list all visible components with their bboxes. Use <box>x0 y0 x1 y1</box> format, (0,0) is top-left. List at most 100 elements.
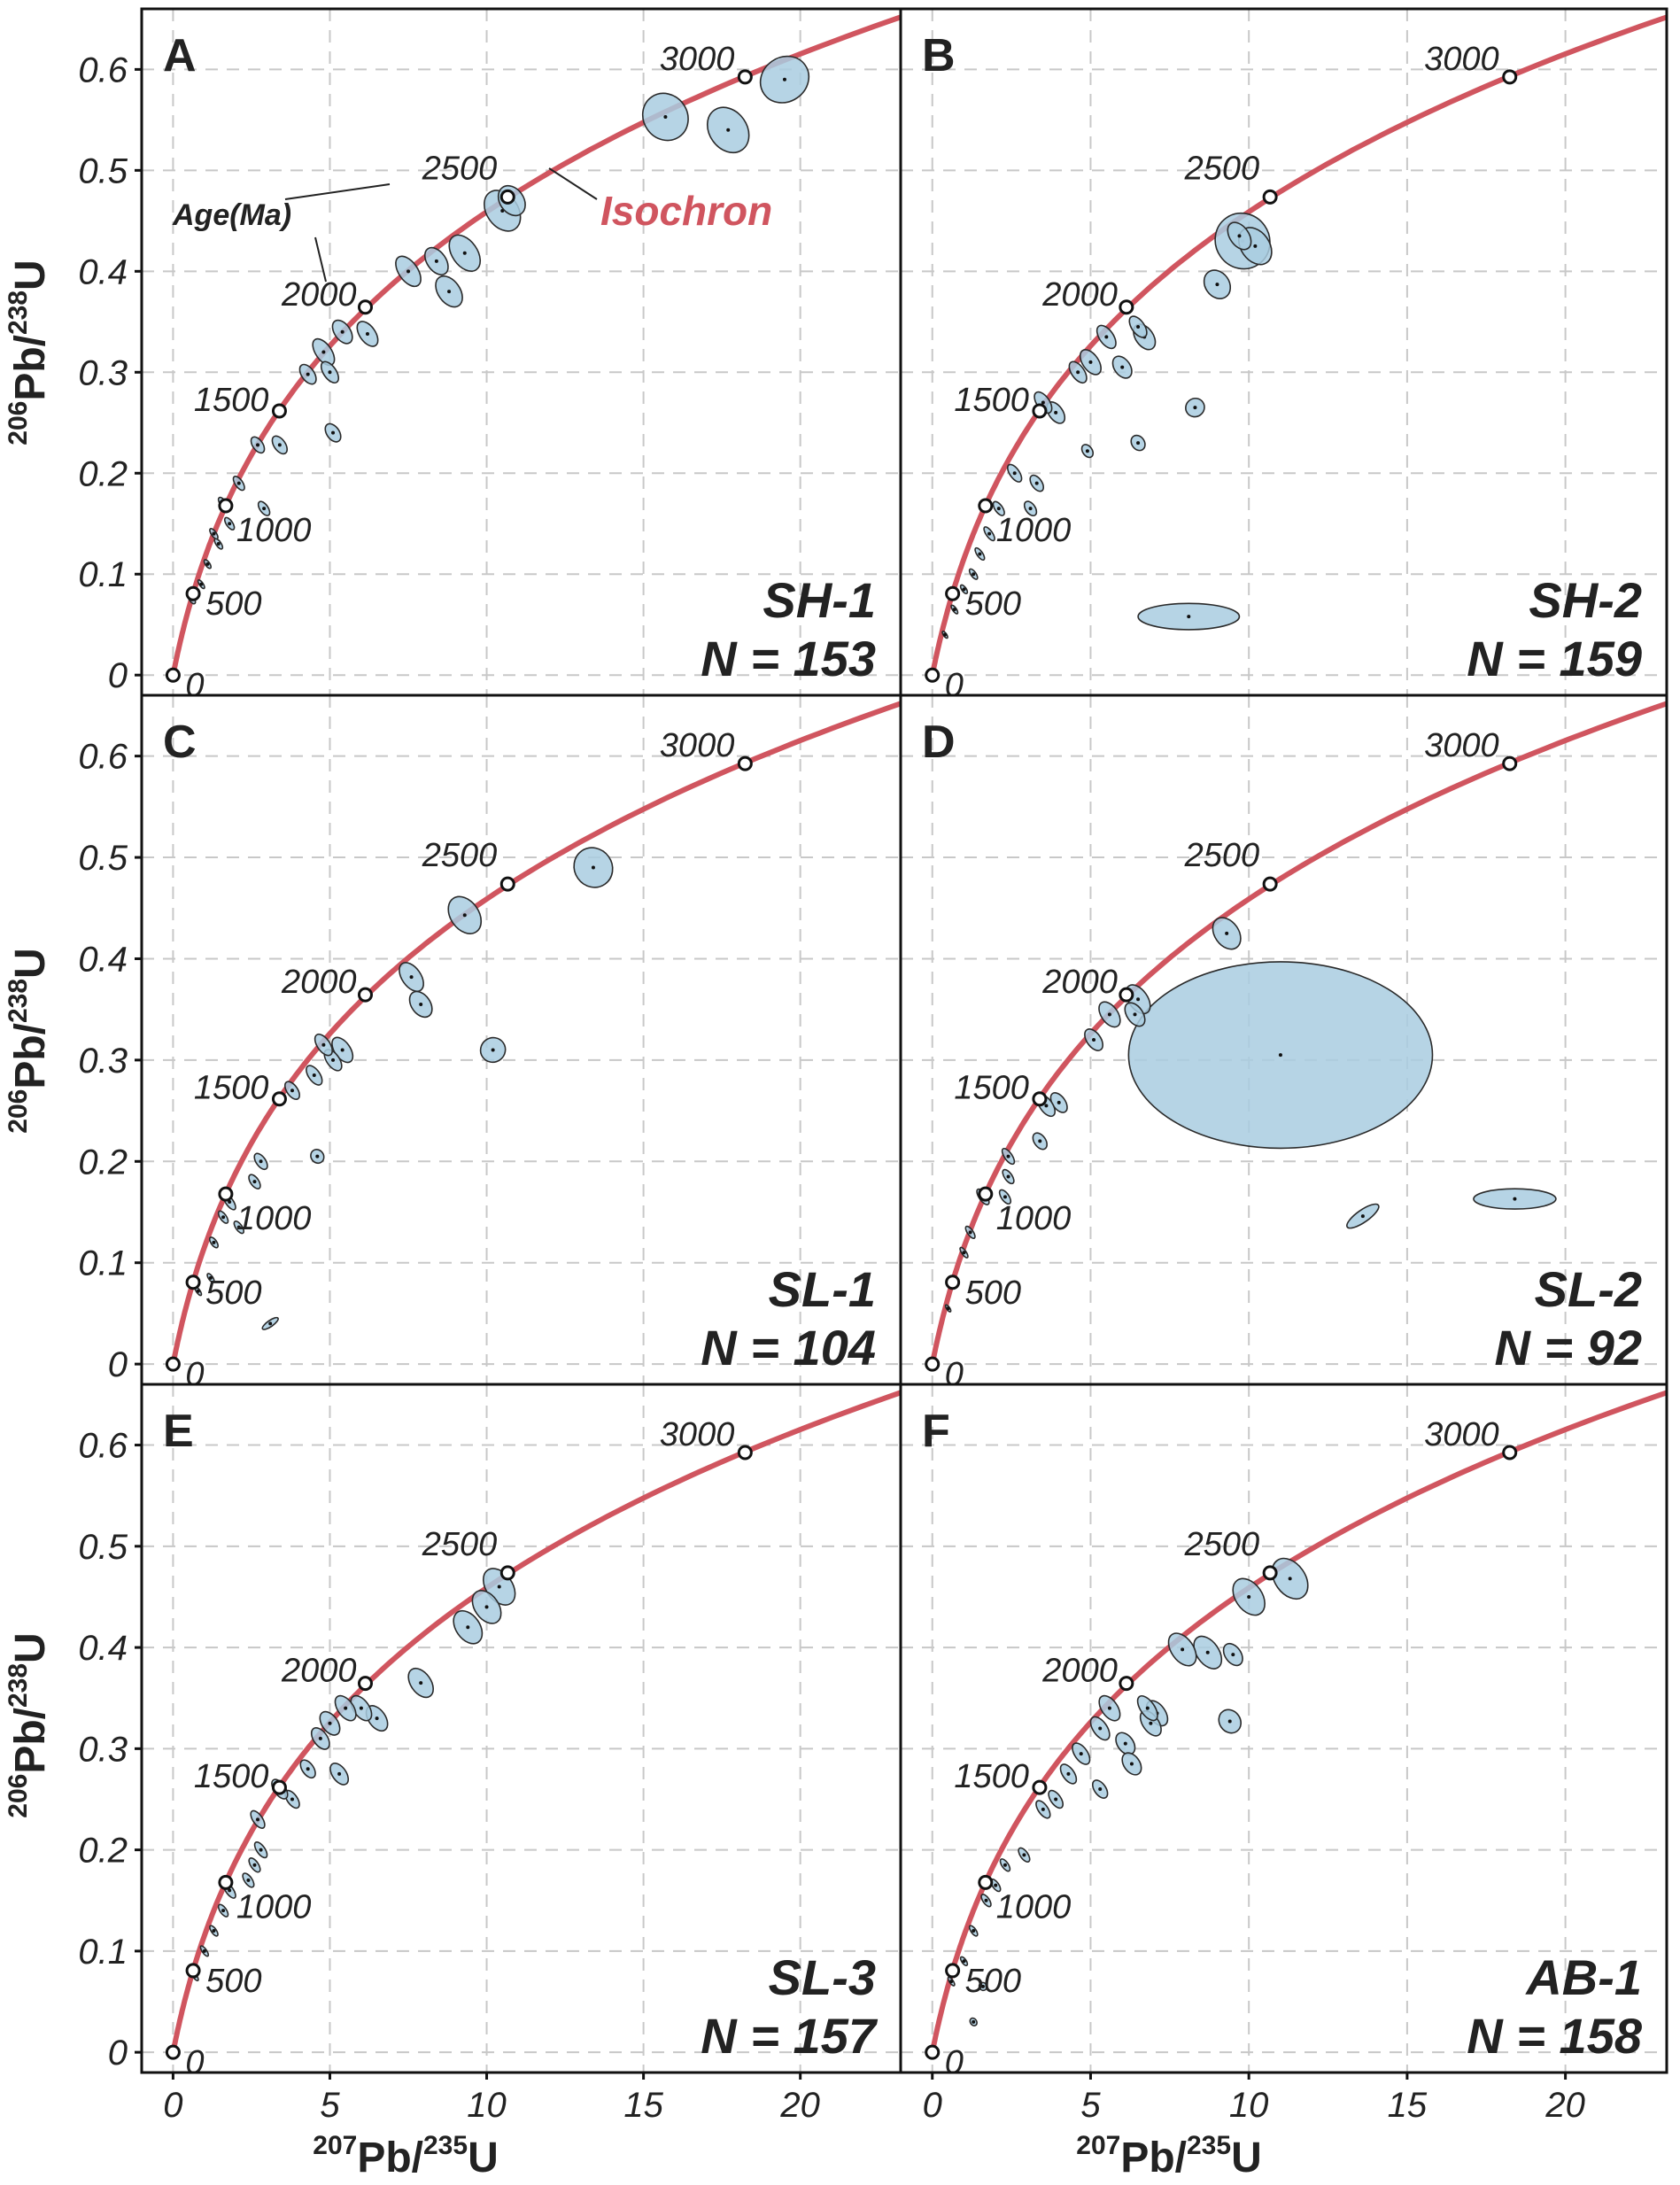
panel-e-ellipse-center-15 <box>252 1863 257 1867</box>
panel-d-age-label-0: 0 <box>945 1356 964 1393</box>
panel-b-ellipse-center-3 <box>1215 283 1219 287</box>
panel-b-ellipse-center-5 <box>1187 615 1191 619</box>
panel-f-ellipse-center-23 <box>980 1984 985 1988</box>
panel-e-ytick-label-1: 0.1 <box>78 1933 128 1972</box>
panel-a-ellipse-center-2 <box>726 128 731 132</box>
panel-f-ellipse-center-2 <box>1231 1653 1235 1657</box>
panel-f-ellipse-center-22 <box>972 1929 976 1933</box>
panel-a-ellipse-center-22 <box>212 531 216 536</box>
panel-d-sample-n: N = 92 <box>1494 1320 1642 1375</box>
age-ma-label: Age(Ma) <box>172 198 291 232</box>
panel-e-ellipse-center-11 <box>290 1797 294 1801</box>
panel-f-ellipse-center-13 <box>1098 1787 1103 1792</box>
panel-c-ellipse-center-8 <box>312 1073 316 1078</box>
panel-c-age-label-500: 500 <box>205 1275 261 1312</box>
panel-a-ellipse-center-21 <box>216 542 221 546</box>
panel-f-ellipse-center-19 <box>1003 1863 1007 1867</box>
panel-d-sample-name: SL-2 <box>1535 1261 1642 1317</box>
panel-f-ellipse-center-9 <box>1123 1741 1127 1746</box>
panel-a-ytick-label-2: 0.2 <box>78 454 128 493</box>
panel-d-age-marker-2000 <box>1119 987 1134 1003</box>
panel-c-ellipse-center-5 <box>340 1048 345 1052</box>
panel-e-ellipse-center-8 <box>318 1736 322 1740</box>
panel-c-age-label-2500: 2500 <box>422 837 498 874</box>
panel-c-ellipse-center-2 <box>491 1048 495 1052</box>
panel-d-age-label-1000: 1000 <box>996 1200 1072 1237</box>
panel-c-age-marker-500 <box>185 1275 201 1290</box>
panel-c-ellipse-center-7 <box>321 1042 326 1047</box>
panel-c-age-marker-0 <box>165 1356 181 1372</box>
panel-c-ellipse-center-6 <box>331 1058 336 1062</box>
panel-f-age-marker-3000 <box>1502 1445 1518 1461</box>
panel-e-ellipse-center-17 <box>228 1888 232 1893</box>
panel-c-ytick-label-0: 0 <box>108 1345 128 1384</box>
panel-e-sample-n: N = 157 <box>701 2008 879 2064</box>
panel-f-age-marker-500 <box>945 1963 961 1979</box>
panel-a-age-marker-500 <box>185 585 201 601</box>
panel-c-ellipse-center-0 <box>591 865 595 870</box>
panel-e-ellipse-center-4 <box>375 1716 379 1721</box>
panel-e-age-label-1000: 1000 <box>236 1888 312 1925</box>
panel-e-age-marker-500 <box>185 1963 201 1979</box>
panel-e-xtick-label-1: 5 <box>320 2086 340 2125</box>
panel-b-ellipse-center-17 <box>1028 507 1033 511</box>
panel-d-age-label-1500: 1500 <box>954 1070 1029 1107</box>
panel-b-age-label-2500: 2500 <box>1184 150 1260 187</box>
panel-b-age-label-2000: 2000 <box>1041 276 1118 314</box>
panel-a-age-marker-0 <box>165 667 181 683</box>
panel-a-ellipse-center-12 <box>328 370 332 375</box>
y-axis-title-row-1: 206Pb/238U <box>4 260 54 445</box>
panel-d-ellipse-center-16 <box>962 1251 966 1255</box>
panel-e-ellipse-center-0 <box>497 1585 501 1589</box>
panel-e-ellipse-center-18 <box>221 1909 226 1913</box>
panel-b-age-label-500: 500 <box>965 585 1021 623</box>
panel-c-ellipse-center-11 <box>259 1159 263 1164</box>
age-leader-line-2000 <box>314 236 327 283</box>
panel-d-ellipse-center-4 <box>1136 997 1141 1002</box>
panel-b-age-label-1000: 1000 <box>996 512 1072 549</box>
panel-e-age-label-2500: 2500 <box>422 1526 498 1563</box>
panel-a-ellipse-center-6 <box>447 290 452 294</box>
panel-e-age-label-1500: 1500 <box>194 1758 269 1795</box>
panel-a-ytick-label-3: 0.3 <box>78 353 128 392</box>
panel-a-sample-n: N = 153 <box>701 631 876 686</box>
panel-c-age-marker-1500 <box>271 1091 287 1107</box>
panel-e-ellipse-center-14 <box>259 1848 263 1852</box>
panel-e-ytick-label-2: 0.2 <box>78 1832 128 1871</box>
panel-a-age-label-3000: 3000 <box>660 41 735 78</box>
panel-a-ellipse-center-0 <box>782 77 786 81</box>
panel-f-ellipse-center-3 <box>1227 1719 1232 1724</box>
panel-c-sample-n: N = 104 <box>701 1320 876 1375</box>
panel-a-sample-name: SH-1 <box>763 572 876 628</box>
panel-d-ellipse-center-1 <box>1513 1197 1517 1201</box>
panel-f-ellipse-center-24 <box>972 2019 976 2024</box>
panel-e-ellipse-center-6 <box>344 1706 348 1710</box>
panel-c-ellipse-center-13 <box>236 1225 241 1229</box>
panel-f-xtick-label-0: 0 <box>923 2086 942 2125</box>
panel-c-age-marker-2500 <box>499 876 515 892</box>
panel-b-ellipse-center-21 <box>978 552 982 556</box>
panel-f-ellipse-center-15 <box>1066 1771 1071 1776</box>
panel-a-ellipse-center-8 <box>406 269 411 274</box>
x-axis-title-left: 207Pb/235U <box>313 2131 498 2181</box>
panel-f-sample-n: N = 158 <box>1467 2008 1643 2064</box>
panel-a-ellipse-center-9 <box>365 331 369 336</box>
panel-c-ytick-label-1: 0.1 <box>78 1244 128 1283</box>
panel-e-age-marker-2000 <box>357 1676 373 1692</box>
panel-c-age-marker-3000 <box>737 755 753 771</box>
panel-f-age-marker-1500 <box>1032 1779 1048 1795</box>
panel-f-ellipse-center-7 <box>1149 1721 1153 1725</box>
panel-f-age-marker-2500 <box>1262 1565 1278 1581</box>
panel-f-ellipse-center-14 <box>1079 1752 1083 1756</box>
panel-a-ytick-label-1: 0.1 <box>78 555 128 594</box>
panel-d-letter: D <box>922 717 956 768</box>
panel-a-ellipse-center-7 <box>434 259 438 263</box>
panel-b-ellipse-center-2 <box>1237 234 1242 238</box>
panel-e-ytick-label-0: 0 <box>108 2034 128 2073</box>
panel-e-ellipse-center-16 <box>246 1878 251 1882</box>
panel-b-age-marker-2500 <box>1262 189 1278 205</box>
panel-b-age-label-0: 0 <box>945 667 964 704</box>
panel-f-frame <box>899 1383 1668 2074</box>
